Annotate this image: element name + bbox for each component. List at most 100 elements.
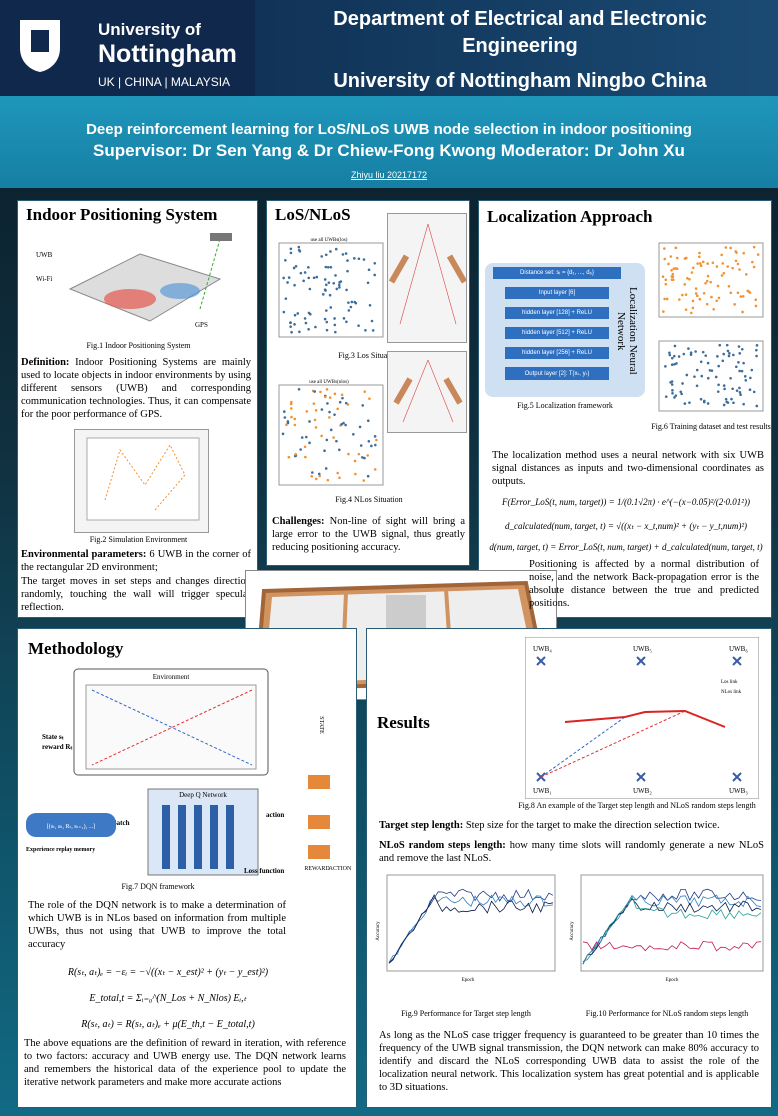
plot-decoration	[702, 400, 706, 404]
plot-decoration	[336, 471, 340, 475]
panel: Localization Approach Distance set: sᵢ =…	[478, 200, 772, 618]
plot-decoration	[737, 361, 740, 364]
figure-label: Wi-Fi	[36, 275, 52, 283]
school: University of Nottingham Ningbo China	[333, 70, 707, 92]
figure-label: UWB₃	[729, 787, 748, 795]
equation: F(Error_LoS(t, num, target)) = 1/(0.1√2π…	[502, 497, 750, 507]
plot-decoration	[725, 343, 729, 347]
plot-decoration	[717, 296, 721, 300]
plot-decoration	[739, 393, 742, 397]
plot-decoration	[682, 352, 686, 356]
plot-decoration	[334, 330, 337, 334]
plot-decoration	[333, 413, 336, 416]
plot-decoration	[705, 279, 709, 283]
equation: d_calculated(num, target, t) = √((xₜ − x…	[504, 521, 748, 531]
caption: Fig.5 Localization framework	[517, 401, 613, 410]
plot-decoration	[669, 381, 672, 384]
plot-decoration	[308, 420, 311, 423]
plot-decoration	[323, 278, 327, 281]
network-layer: Output layer [2]: T(xₜ, yₜ)	[505, 367, 609, 380]
panel: Results UWB₄ UWB₅ UWB₆ UWB₁ UWB₂ UWB₃ Lo…	[366, 628, 772, 1108]
plot-decoration	[716, 284, 720, 288]
plot-decoration	[386, 874, 556, 972]
plot-decoration	[724, 246, 728, 249]
plot-decoration	[582, 895, 762, 965]
plot-decoration	[294, 264, 298, 268]
caption: Fig.1 Indoor Positioning System	[86, 341, 191, 350]
plot-decoration	[346, 403, 350, 406]
plot-decoration	[721, 359, 725, 363]
label: Definition:	[21, 357, 70, 368]
plot-decoration	[346, 259, 349, 262]
figure-label: ACTION	[329, 866, 352, 872]
plot-decoration	[695, 368, 699, 372]
plot-decoration	[375, 438, 378, 442]
plot-decoration	[754, 304, 758, 308]
plot-decoration	[671, 389, 674, 392]
caption: Fig.8 An example of the Target step leng…	[518, 801, 756, 810]
plot-decoration	[735, 251, 738, 254]
plot-decoration	[675, 362, 678, 365]
plot-decoration	[699, 264, 703, 268]
plot-decoration	[310, 474, 313, 478]
plot-decoration	[321, 293, 325, 296]
plot-decoration	[363, 456, 366, 460]
plot-decoration	[374, 443, 377, 447]
plot-decoration	[304, 321, 308, 325]
figure-label: action	[266, 811, 284, 819]
plot-decoration	[368, 397, 371, 400]
plot-decoration	[366, 454, 370, 457]
plot-decoration	[755, 354, 758, 358]
plot-decoration	[366, 474, 370, 478]
equation: d(num, target, t) = Error_LoS(t, num, ta…	[489, 542, 763, 552]
figure-label: STATE	[318, 716, 324, 734]
plot-decoration	[319, 390, 322, 394]
plot-decoration	[318, 474, 322, 478]
heading: LoS/NLoS	[275, 205, 351, 224]
plot-decoration	[750, 368, 754, 372]
plot-decoration	[709, 280, 712, 284]
plot-decoration	[710, 295, 713, 299]
plot-decoration	[755, 348, 758, 352]
plot-decoration	[278, 384, 384, 486]
plot-decoration	[671, 272, 675, 276]
plot-decoration	[673, 396, 676, 399]
plot-decoration	[337, 448, 341, 452]
plot-decoration	[315, 275, 319, 279]
plot-decoration	[722, 271, 726, 275]
figure-label: Environment	[153, 673, 190, 681]
plot-decoration	[302, 279, 305, 283]
plot-decoration	[388, 894, 554, 964]
plot-decoration	[664, 365, 667, 368]
plot-decoration	[314, 325, 317, 329]
paragraph: The role of the DQN network is to make a…	[28, 900, 286, 950]
plot-decoration	[663, 247, 666, 250]
plot-decoration	[662, 310, 665, 313]
plot-decoration	[327, 281, 331, 284]
plot-decoration	[350, 300, 354, 304]
label: NLoS random steps length:	[379, 840, 506, 851]
department: Department of Electrical and Electronic …	[270, 6, 770, 60]
plot-decoration	[673, 362, 676, 366]
plot-decoration	[344, 252, 348, 255]
plot-decoration	[670, 356, 674, 360]
plot-decoration	[669, 255, 673, 258]
figure-label: NLos link	[721, 690, 742, 695]
plot-decoration	[720, 274, 724, 277]
plot-decoration	[663, 257, 667, 261]
plot-decoration	[738, 386, 741, 390]
plot-decoration	[686, 276, 689, 280]
plot-decoration	[341, 396, 344, 400]
plot-decoration	[334, 247, 338, 251]
plot-decoration	[670, 363, 674, 367]
plot-decoration	[286, 281, 289, 284]
plot-decoration	[720, 253, 723, 257]
plot-decoration	[746, 289, 750, 293]
plot-decoration	[324, 467, 328, 470]
plot-decoration	[692, 266, 695, 270]
plot-decoration	[744, 273, 748, 276]
plot-decoration	[370, 319, 374, 323]
plot-decoration	[726, 265, 730, 268]
paragraph: The localization method uses a neural ne…	[492, 450, 764, 487]
plot-decoration	[367, 268, 371, 272]
